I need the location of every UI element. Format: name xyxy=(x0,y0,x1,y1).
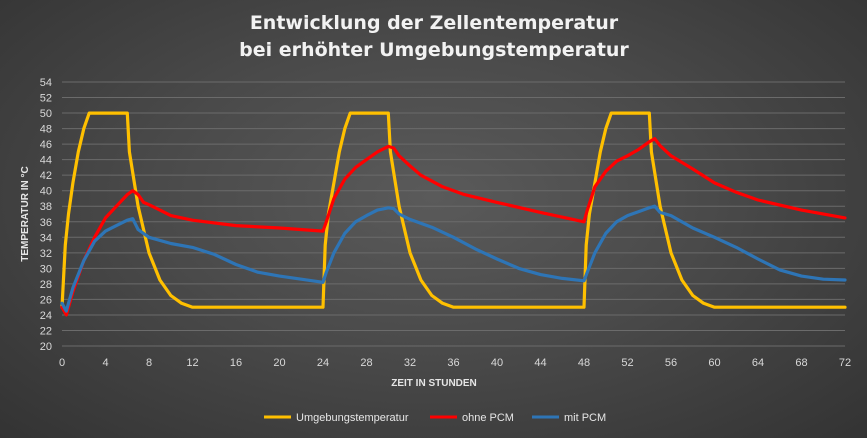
legend-label: ohne PCM xyxy=(462,412,514,424)
x-tick-label: 44 xyxy=(534,357,546,369)
x-tick-label: 0 xyxy=(59,357,65,369)
x-tick-label: 36 xyxy=(447,357,459,369)
series-lines xyxy=(60,111,847,317)
chart-title-line-1: Entwicklung der Zellentemperatur xyxy=(250,12,619,34)
y-tick-label: 22 xyxy=(40,325,52,337)
y-tick-label: 34 xyxy=(40,232,52,244)
x-tick-label: 8 xyxy=(146,357,152,369)
x-tick-label: 32 xyxy=(404,357,416,369)
x-tick-label: 64 xyxy=(752,357,764,369)
y-tick-label: 38 xyxy=(40,201,52,213)
y-tick-label: 26 xyxy=(40,294,52,306)
series-line-3 xyxy=(60,204,847,313)
legend-label: mit PCM xyxy=(564,412,606,424)
y-tick-label: 30 xyxy=(40,263,52,275)
y-tick-label: 40 xyxy=(40,186,52,198)
chart-title-line-2: bei erhöhter Umgebungstemperatur xyxy=(239,39,629,61)
x-tick-labels: 0 4 8 12 16 20 24 28 32 36 40 44 48 52 56 60 64 68 72 xyxy=(59,357,851,369)
gridlines xyxy=(62,81,845,347)
y-tick-label: 28 xyxy=(40,279,52,291)
x-tick-label: 60 xyxy=(708,357,720,369)
x-tick-label: 16 xyxy=(230,357,242,369)
legend-label: Umgebungstemperatur xyxy=(296,412,409,424)
x-tick-label: 24 xyxy=(317,357,329,369)
x-tick-label: 4 xyxy=(102,357,108,369)
y-tick-label: 32 xyxy=(40,248,52,260)
y-tick-labels: 20 22 24 26 28 30 32 34 36 38 40 42 44 46 48 50 52 54 xyxy=(40,77,52,353)
x-tick-label: 28 xyxy=(360,357,372,369)
series-line-2 xyxy=(60,137,847,317)
y-tick-label: 50 xyxy=(40,108,52,120)
x-tick-label: 56 xyxy=(665,357,677,369)
x-tick-label: 68 xyxy=(795,357,807,369)
x-tick-label: 48 xyxy=(578,357,590,369)
x-tick-label: 20 xyxy=(273,357,285,369)
y-tick-label: 48 xyxy=(40,124,52,136)
y-tick-label: 36 xyxy=(40,217,52,229)
y-tick-label: 54 xyxy=(40,77,52,89)
y-tick-label: 24 xyxy=(40,310,52,322)
legend: Umgebungstemperatur ohne PCM mit PCM xyxy=(264,412,606,424)
x-tick-label: 12 xyxy=(186,357,198,369)
x-tick-label: 52 xyxy=(621,357,633,369)
y-tick-label: 52 xyxy=(40,93,52,105)
y-tick-label: 46 xyxy=(40,139,52,151)
x-tick-label: 72 xyxy=(839,357,851,369)
x-tick-label: 40 xyxy=(491,357,503,369)
y-axis-label: TEMPERATUR IN °C xyxy=(20,166,31,261)
y-tick-label: 42 xyxy=(40,170,52,182)
x-axis-label: ZEIT IN STUNDEN xyxy=(391,378,477,389)
y-tick-label: 20 xyxy=(40,341,52,353)
y-tick-label: 44 xyxy=(40,155,52,167)
series-line-1 xyxy=(60,111,847,309)
